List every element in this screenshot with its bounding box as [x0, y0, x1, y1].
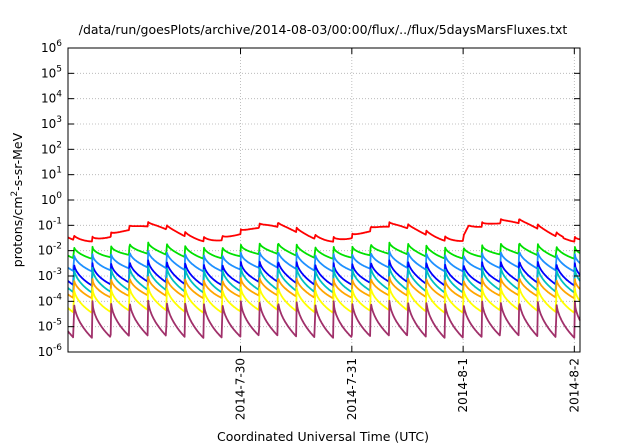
grid: [68, 48, 580, 352]
y-tick-label-base: 10: [41, 193, 56, 207]
y-tick-label: 10-2: [38, 242, 62, 258]
y-tick-label-exp: 3: [56, 115, 62, 125]
y-axis-label-sup: 2: [10, 191, 20, 197]
y-tick-label-exp: 5: [56, 64, 62, 74]
y-tick-label: 104: [41, 90, 62, 106]
series-line-1: [67, 218, 581, 243]
series-line-8: [67, 299, 581, 339]
x-tick-label: 2014-8-2: [567, 358, 581, 412]
series-line-7: [67, 285, 581, 314]
y-tick-label: 10-4: [38, 292, 63, 308]
y-tick-label-base: 10: [41, 92, 56, 106]
y-tick-label: 10-5: [38, 318, 62, 334]
y-tick-label-exp: 6: [56, 39, 62, 49]
y-tick-label-base: 10: [38, 294, 53, 308]
x-tick-label: 2014-7-31: [345, 358, 359, 420]
y-tick-label-exp: 0: [56, 191, 62, 201]
y-tick-label: 103: [41, 115, 62, 131]
series-line-4: [67, 259, 581, 287]
y-tick-label-exp: -5: [53, 318, 62, 328]
series-line-5: [67, 265, 581, 294]
series-line-3: [67, 250, 581, 273]
y-tick-label-exp: -6: [53, 343, 62, 353]
y-axis-label-rest: -s-sr-MeV: [10, 132, 25, 190]
y-tick-label-exp: -3: [53, 267, 62, 277]
x-axis-label: Coordinated Universal Time (UTC): [217, 429, 429, 444]
y-axis-label-main: protons/cm: [10, 196, 25, 267]
y-tick-label-exp: -4: [53, 292, 62, 302]
y-tick-label-base: 10: [38, 320, 53, 334]
x-tick-label: 2014-7-30: [234, 358, 248, 420]
y-tick-label-base: 10: [41, 66, 56, 80]
y-tick-label-exp: -2: [53, 242, 62, 252]
y-tick-label-exp: 4: [56, 90, 62, 100]
y-tick-label: 10-6: [38, 343, 63, 359]
y-tick-label: 105: [41, 64, 62, 80]
y-tick-label-base: 10: [41, 168, 56, 182]
y-axis-label: protons/cm2-s-sr-MeV: [10, 132, 25, 267]
y-tick-label-exp: 1: [56, 166, 62, 176]
y-tick-label-base: 10: [41, 41, 56, 55]
y-tick-label: 10-3: [38, 267, 62, 283]
y-tick-label: 102: [41, 140, 62, 156]
series-line-6: [67, 276, 581, 300]
chart-title: /data/run/goesPlots/archive/2014-08-03/0…: [79, 22, 568, 37]
y-tick-label-base: 10: [41, 142, 56, 156]
x-tick-label: 2014-8-1: [456, 358, 470, 412]
series-line-2: [67, 241, 581, 260]
y-tick-label: 106: [41, 39, 62, 55]
y-tick-label: 100: [41, 191, 62, 207]
y-tick-label: 10-1: [38, 216, 62, 232]
y-tick-label-base: 10: [38, 345, 53, 359]
y-tick-label-base: 10: [41, 117, 56, 131]
y-tick-label: 101: [41, 166, 62, 182]
y-tick-label-exp: -1: [53, 216, 62, 226]
y-tick-label-base: 10: [38, 218, 53, 232]
y-tick-label-base: 10: [38, 244, 53, 258]
axis-ticks: [68, 47, 580, 353]
y-tick-label-exp: 2: [56, 140, 62, 150]
y-tick-label-base: 10: [38, 269, 53, 283]
series-group: [67, 218, 581, 339]
